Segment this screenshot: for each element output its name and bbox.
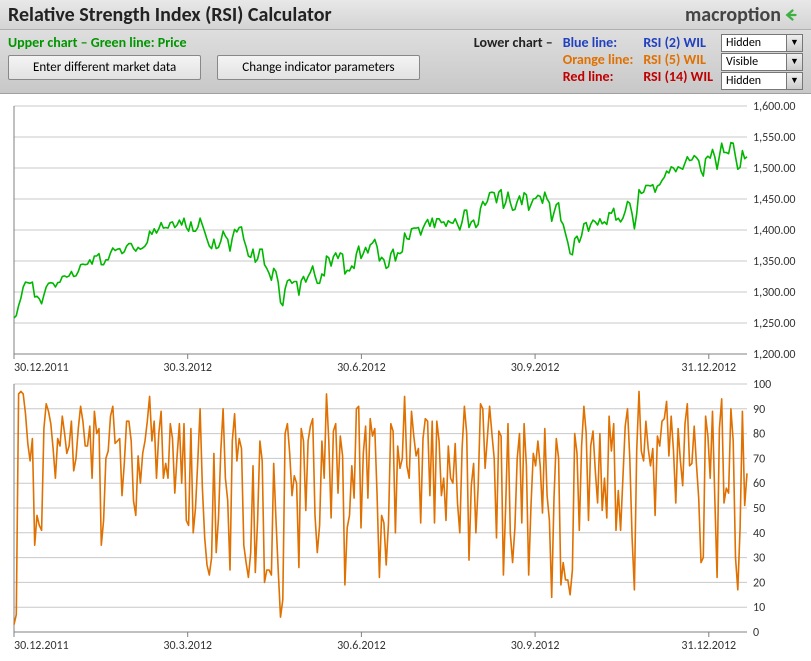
svg-text:60: 60 <box>753 477 765 491</box>
lower-chart-legend: Lower chart – Blue line: RSI (2) WIL Orange… <box>474 34 713 85</box>
dropdown-value: Hidden <box>722 36 786 50</box>
visibility-dropdown[interactable]: Hidden▼ <box>721 34 803 52</box>
upper-legend-value: Price <box>158 34 187 51</box>
visibility-dropdown[interactable]: Visible▼ <box>721 53 803 71</box>
svg-text:1,300.00: 1,300.00 <box>753 286 796 300</box>
svg-text:40: 40 <box>753 527 765 541</box>
upper-chart-plot: 1,200.00 1,250.00 1,300.00 1,350.00 1,400.00… <box>4 98 807 376</box>
dropdown-value: Visible <box>722 55 786 69</box>
svg-text:30.3.2012: 30.3.2012 <box>163 639 212 653</box>
lower-chart-plot: 0 10 20 30 40 50 60 70 80 90 100 30.12.2011 30.3.201… <box>4 376 807 654</box>
svg-text:1,250.00: 1,250.00 <box>753 317 796 331</box>
svg-text:30.9.2012: 30.9.2012 <box>511 639 560 653</box>
svg-text:31.12.2012: 31.12.2012 <box>681 639 736 653</box>
app-title: Relative Strength Index (RSI) Calculator <box>8 3 332 27</box>
svg-text:30.6.2012: 30.6.2012 <box>337 361 386 375</box>
svg-text:1,450.00: 1,450.00 <box>753 193 796 207</box>
brand-logo: macroption <box>685 3 803 27</box>
svg-text:30.12.2011: 30.12.2011 <box>14 639 69 653</box>
legend-series-label: RSI (14) WIL <box>643 68 713 85</box>
svg-text:70: 70 <box>753 452 765 466</box>
svg-text:20: 20 <box>753 576 765 590</box>
svg-text:0: 0 <box>753 626 759 640</box>
svg-text:100: 100 <box>753 378 771 392</box>
svg-text:30.3.2012: 30.3.2012 <box>163 361 212 375</box>
legend-line-label: Red line: <box>563 68 634 85</box>
lower-chart: 0 10 20 30 40 50 60 70 80 90 100 30.12.2011 30.3.201… <box>4 376 807 654</box>
upper-legend-prefix: Upper chart – Green line: <box>8 34 158 51</box>
legend-line-label: Blue line: <box>563 34 634 51</box>
svg-text:1,400.00: 1,400.00 <box>753 224 796 238</box>
market-data-button[interactable]: Enter different market data <box>8 55 201 80</box>
visibility-dropdown[interactable]: Hidden▼ <box>721 72 803 90</box>
svg-text:30: 30 <box>753 552 765 566</box>
toolbar: Upper chart – Green line: Price Enter di… <box>0 30 811 94</box>
legend-series-label: RSI (5) WIL <box>643 51 713 68</box>
brand-text: macroption <box>685 3 781 27</box>
svg-text:31.12.2012: 31.12.2012 <box>681 361 736 375</box>
svg-text:1,600.00: 1,600.00 <box>753 100 796 114</box>
svg-text:1,550.00: 1,550.00 <box>753 131 796 145</box>
svg-text:90: 90 <box>753 403 765 417</box>
svg-text:50: 50 <box>753 502 765 516</box>
svg-text:30.6.2012: 30.6.2012 <box>337 639 386 653</box>
chevron-down-icon: ▼ <box>786 54 802 70</box>
charts-container: 1,200.00 1,250.00 1,300.00 1,350.00 1,400.00… <box>0 94 811 654</box>
svg-text:30.9.2012: 30.9.2012 <box>511 361 560 375</box>
svg-text:80: 80 <box>753 428 765 442</box>
brand-icon <box>785 6 803 24</box>
svg-text:30.12.2011: 30.12.2011 <box>14 361 69 375</box>
lower-legend-header: Lower chart – <box>474 34 553 51</box>
title-bar: Relative Strength Index (RSI) Calculator… <box>0 0 811 30</box>
chevron-down-icon: ▼ <box>786 35 802 51</box>
svg-text:1,200.00: 1,200.00 <box>753 348 796 362</box>
svg-text:1,500.00: 1,500.00 <box>753 162 796 176</box>
svg-text:10: 10 <box>753 601 765 615</box>
indicator-params-button[interactable]: Change indicator parameters <box>217 55 419 80</box>
legend-line-label: Orange line: <box>563 51 634 68</box>
dropdown-value: Hidden <box>722 74 786 88</box>
series-dropdowns: Hidden▼Visible▼Hidden▼ <box>721 34 803 90</box>
chevron-down-icon: ▼ <box>786 73 802 89</box>
svg-text:1,350.00: 1,350.00 <box>753 255 796 269</box>
upper-chart: 1,200.00 1,250.00 1,300.00 1,350.00 1,400.00… <box>4 98 807 376</box>
legend-series-label: RSI (2) WIL <box>643 34 713 51</box>
upper-chart-legend: Upper chart – Green line: Price <box>8 34 474 51</box>
